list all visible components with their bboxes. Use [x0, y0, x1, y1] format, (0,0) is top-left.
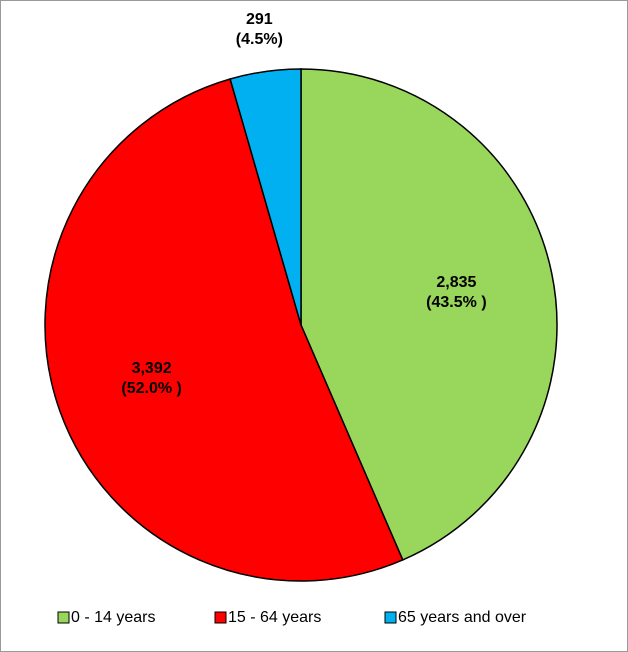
legend-label: 0 - 14 years	[71, 609, 155, 626]
legend-swatch	[384, 611, 397, 624]
value-label: 2,835	[436, 274, 476, 291]
value-label: 291	[246, 11, 273, 28]
legend-swatch	[214, 611, 227, 624]
legend-label: 65 years and over	[398, 609, 527, 626]
percentage-label: (43.5% )	[426, 294, 486, 311]
pie-slice	[300, 68, 558, 561]
legend-swatch	[57, 611, 70, 624]
percentage-label: (4.5%)	[236, 31, 283, 48]
value-label: 3,392	[132, 360, 172, 377]
pie-slice	[44, 78, 404, 582]
percentage-label: (52.0% )	[121, 380, 181, 397]
legend-label: 15 - 64 years	[228, 609, 321, 626]
pie-slice	[229, 68, 302, 326]
